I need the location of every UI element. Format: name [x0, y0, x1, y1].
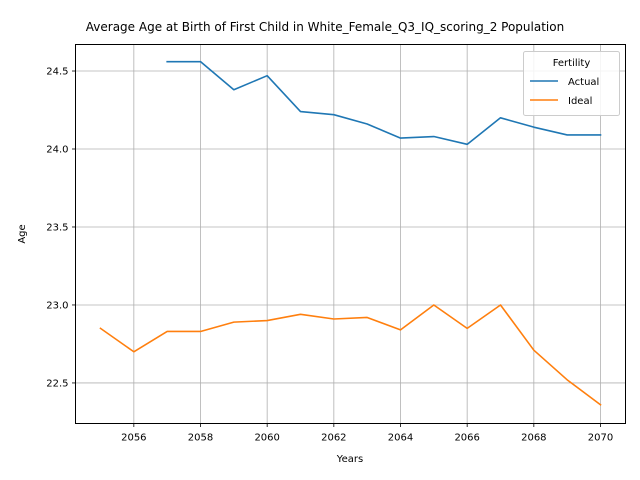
y-tick-label: 23.5: [46, 222, 68, 233]
y-axis-label: Age: [17, 224, 28, 243]
series-layer: [99, 60, 602, 406]
series-line-ideal: [99, 304, 602, 406]
x-tick-label: 2062: [321, 433, 346, 444]
x-tick-label: 2064: [388, 433, 413, 444]
plot-frame: [75, 44, 626, 424]
x-tick-label: 2068: [521, 433, 546, 444]
y-axis: 22.5 23.0 23.5 24.0 24.5: [46, 67, 76, 389]
chart-title: Average Age at Birth of First Child in W…: [86, 20, 564, 34]
legend-label-ideal: Ideal: [568, 96, 592, 107]
x-tick-label: 2070: [588, 433, 613, 444]
x-tick-label: 2060: [254, 433, 279, 444]
y-tick-label: 24.5: [46, 67, 68, 78]
x-tick-label: 2056: [121, 433, 146, 444]
y-tick-label: 23.0: [46, 300, 68, 311]
legend-label-actual: Actual: [568, 77, 599, 88]
x-tick-label: 2058: [188, 433, 213, 444]
series-line-actual: [166, 60, 602, 146]
y-tick-label: 24.0: [46, 144, 68, 155]
y-tick-label: 22.5: [46, 378, 68, 389]
x-tick-label: 2066: [454, 433, 479, 444]
x-axis: 2056 2058 2060 2062 2064 2066 2068 2070: [121, 423, 613, 444]
x-axis-label: Years: [336, 454, 363, 465]
legend-title: Fertility: [553, 58, 591, 69]
legend: Fertility Actual Ideal: [523, 51, 620, 116]
